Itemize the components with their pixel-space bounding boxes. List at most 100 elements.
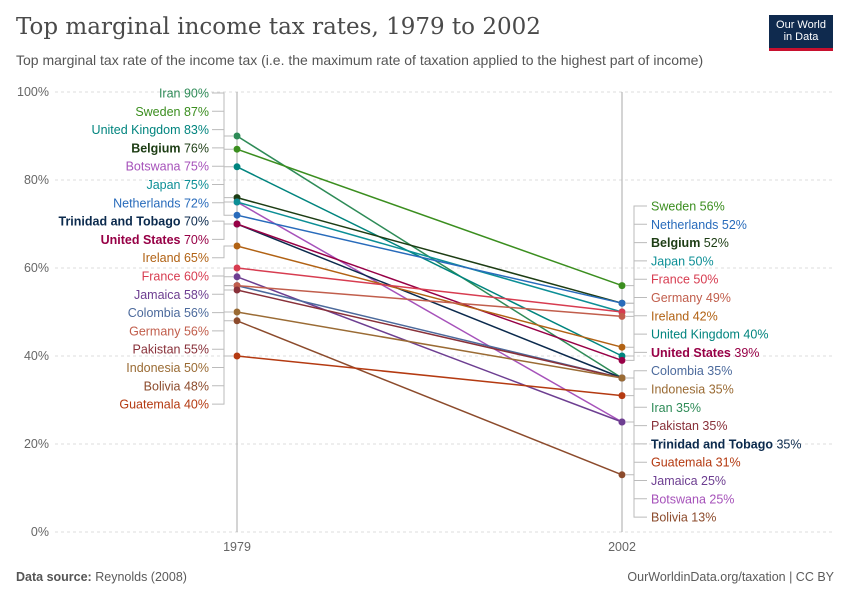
label-value: 42% <box>689 309 718 323</box>
label-1979-iran: Iran 90% <box>159 87 209 101</box>
label-2002-ireland: Ireland 42% <box>651 309 718 323</box>
point-2002-netherlands <box>618 299 626 307</box>
label-1979-botswana: Botswana 75% <box>126 160 209 174</box>
label-value: 52% <box>700 236 729 250</box>
point-1979-japan <box>233 198 241 206</box>
label-1979-colombia: Colombia 56% <box>128 306 209 320</box>
label-value: 35% <box>773 437 802 451</box>
connector-2002-belgium <box>626 242 647 304</box>
label-name: Bolivia <box>144 379 181 393</box>
label-name: Germany <box>129 324 181 338</box>
connector-2002-guatemala <box>626 395 647 463</box>
y-tick-label: 80% <box>24 173 49 187</box>
point-1979-united-states <box>233 220 241 228</box>
connector-1979-sweden <box>212 110 233 150</box>
label-name: Sweden <box>651 200 696 214</box>
series-line-indonesia <box>236 311 623 379</box>
label-name: Iran <box>651 401 673 415</box>
label-name: United Kingdom <box>92 123 181 137</box>
point-1979-jamaica <box>233 273 241 281</box>
x-tick-label: 1979 <box>223 540 251 554</box>
label-name: Colombia <box>128 306 181 320</box>
point-2002-sweden <box>618 282 626 290</box>
label-name: Japan <box>651 254 685 268</box>
label-2002-indonesia: Indonesia 35% <box>651 383 734 397</box>
label-1979-united-kingdom: United Kingdom 83% <box>92 123 209 137</box>
label-value: 83% <box>181 123 210 137</box>
connector-2002-pakistan <box>626 377 647 427</box>
y-tick-label: 40% <box>24 349 49 363</box>
label-name: Bolivia <box>651 511 688 525</box>
label-1979-bolivia: Bolivia 48% <box>144 379 209 393</box>
label-1979-trinidad-and-tobago: Trinidad and Tobago 70% <box>59 215 210 229</box>
series-line-ireland <box>236 245 623 348</box>
connector-2002-united-states <box>626 351 647 361</box>
connector-1979-ireland <box>212 245 233 259</box>
label-value: 39% <box>731 346 760 360</box>
point-2002-guatemala <box>618 392 626 400</box>
y-tick-label: 0% <box>31 525 49 539</box>
label-name: Pakistan <box>651 419 699 433</box>
label-value: 90% <box>181 87 210 101</box>
series-lines <box>236 135 623 476</box>
label-value: 35% <box>705 383 734 397</box>
label-value: 75% <box>181 178 210 192</box>
data-source: Data source: Reynolds (2008) <box>16 570 187 584</box>
label-value: 55% <box>181 343 210 357</box>
point-1979-netherlands <box>233 211 241 219</box>
connector-1979-bolivia <box>212 320 233 387</box>
label-name: France <box>651 273 690 287</box>
label-name: Indonesia <box>651 383 705 397</box>
owid-logo[interactable]: Our World in Data <box>769 15 833 51</box>
connector-2002-germany <box>626 297 647 317</box>
point-2002-indonesia <box>618 374 626 382</box>
chart-subtitle: Top marginal tax rate of the income tax … <box>16 52 704 68</box>
label-name: Guatemala <box>651 456 712 470</box>
y-tick-label: 20% <box>24 437 49 451</box>
label-name: Ireland <box>651 309 689 323</box>
series-line-guatemala <box>236 355 623 397</box>
series-labels: Iran 90%Sweden 87%United Kingdom 83%Belg… <box>59 87 802 525</box>
series-line-botswana <box>236 201 623 423</box>
label-value: 75% <box>181 160 210 174</box>
label-2002-netherlands: Netherlands 52% <box>651 218 747 232</box>
label-1979-indonesia: Indonesia 50% <box>126 361 209 375</box>
connector-1979-pakistan <box>212 289 233 350</box>
label-name: Belgium <box>651 236 700 250</box>
series-line-netherlands <box>236 214 623 304</box>
credit-link[interactable]: OurWorldinData.org/taxation | CC BY <box>627 570 834 584</box>
label-name: United Kingdom <box>651 328 740 342</box>
label-value: 87% <box>181 105 210 119</box>
connector-1979-germany <box>212 285 233 332</box>
label-2002-united-kingdom: United Kingdom 40% <box>651 328 768 342</box>
label-1979-pakistan: Pakistan 55% <box>133 343 209 357</box>
label-name: Botswana <box>126 160 181 174</box>
connector-1979-united-states <box>212 223 233 240</box>
connector-2002-jamaica <box>626 421 647 481</box>
series-line-germany <box>236 284 623 318</box>
series-line-belgium <box>236 196 623 304</box>
label-connectors <box>212 92 647 518</box>
label-2002-france: France 50% <box>651 273 718 287</box>
label-value: 48% <box>181 379 210 393</box>
data-source-label: Data source: <box>16 570 92 584</box>
label-name: Jamaica <box>134 288 181 302</box>
point-1979-sweden <box>233 145 241 153</box>
label-name: Germany <box>651 291 703 305</box>
label-name: France <box>142 270 181 284</box>
label-value: 25% <box>698 474 727 488</box>
label-name: Colombia <box>651 364 704 378</box>
label-name: Belgium <box>131 141 180 155</box>
point-2002-ireland <box>618 343 626 351</box>
logo-line-1: Our World <box>776 19 826 31</box>
label-2002-pakistan: Pakistan 35% <box>651 419 727 433</box>
label-1979-united-states: United States 70% <box>101 233 209 247</box>
label-value: 25% <box>706 492 735 506</box>
label-name: Guatemala <box>119 398 180 412</box>
label-name: Japan <box>146 178 180 192</box>
point-2002-united-states <box>618 356 626 364</box>
label-name: Indonesia <box>126 361 180 375</box>
label-value: 13% <box>688 511 717 525</box>
label-value: 70% <box>181 215 210 229</box>
